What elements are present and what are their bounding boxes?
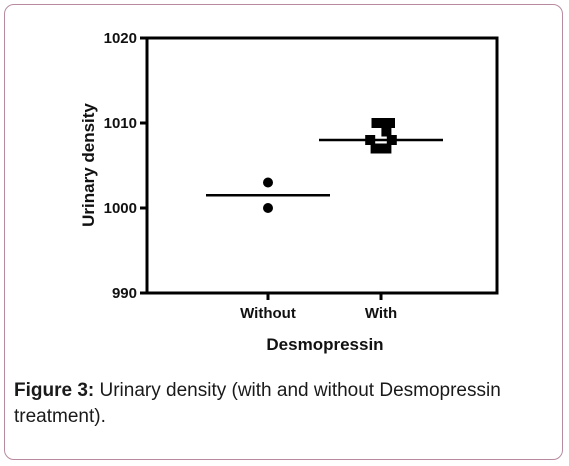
data-point — [370, 143, 381, 154]
data-point — [263, 203, 273, 213]
data-point — [381, 126, 392, 137]
data-point — [376, 118, 386, 128]
y-axis-ticks: 990 1000 1010 1020 — [104, 30, 147, 302]
caption-text: Urinary density (with and without Desmop… — [14, 380, 501, 427]
y-tick-label: 990 — [112, 285, 137, 302]
figure-frame — [4, 4, 563, 460]
y-tick-label: 1010 — [104, 115, 137, 132]
data-marks — [206, 118, 443, 213]
data-point — [385, 118, 395, 128]
figure-caption: Figure 3: Urinary density (with and with… — [14, 378, 554, 430]
data-point — [381, 143, 392, 154]
y-tick-label: 1000 — [104, 200, 137, 217]
scatter-chart: 990 1000 1010 1020 Without With Urinary dens… — [79, 30, 499, 354]
plot-area — [145, 36, 499, 295]
y-tick-label: 1020 — [104, 30, 137, 47]
y-axis-title: Urinary density — [79, 103, 98, 227]
data-point — [263, 177, 273, 188]
caption-label: Figure 3: — [14, 380, 95, 401]
x-axis-ticks: Without With — [240, 293, 397, 322]
data-point — [365, 135, 376, 145]
x-tick-label: With — [365, 305, 397, 322]
plot-frame — [145, 36, 499, 295]
data-point — [376, 143, 386, 154]
data-point — [386, 135, 397, 145]
x-axis-title: Desmopressin — [266, 335, 383, 354]
x-tick-label: Without — [240, 305, 296, 322]
